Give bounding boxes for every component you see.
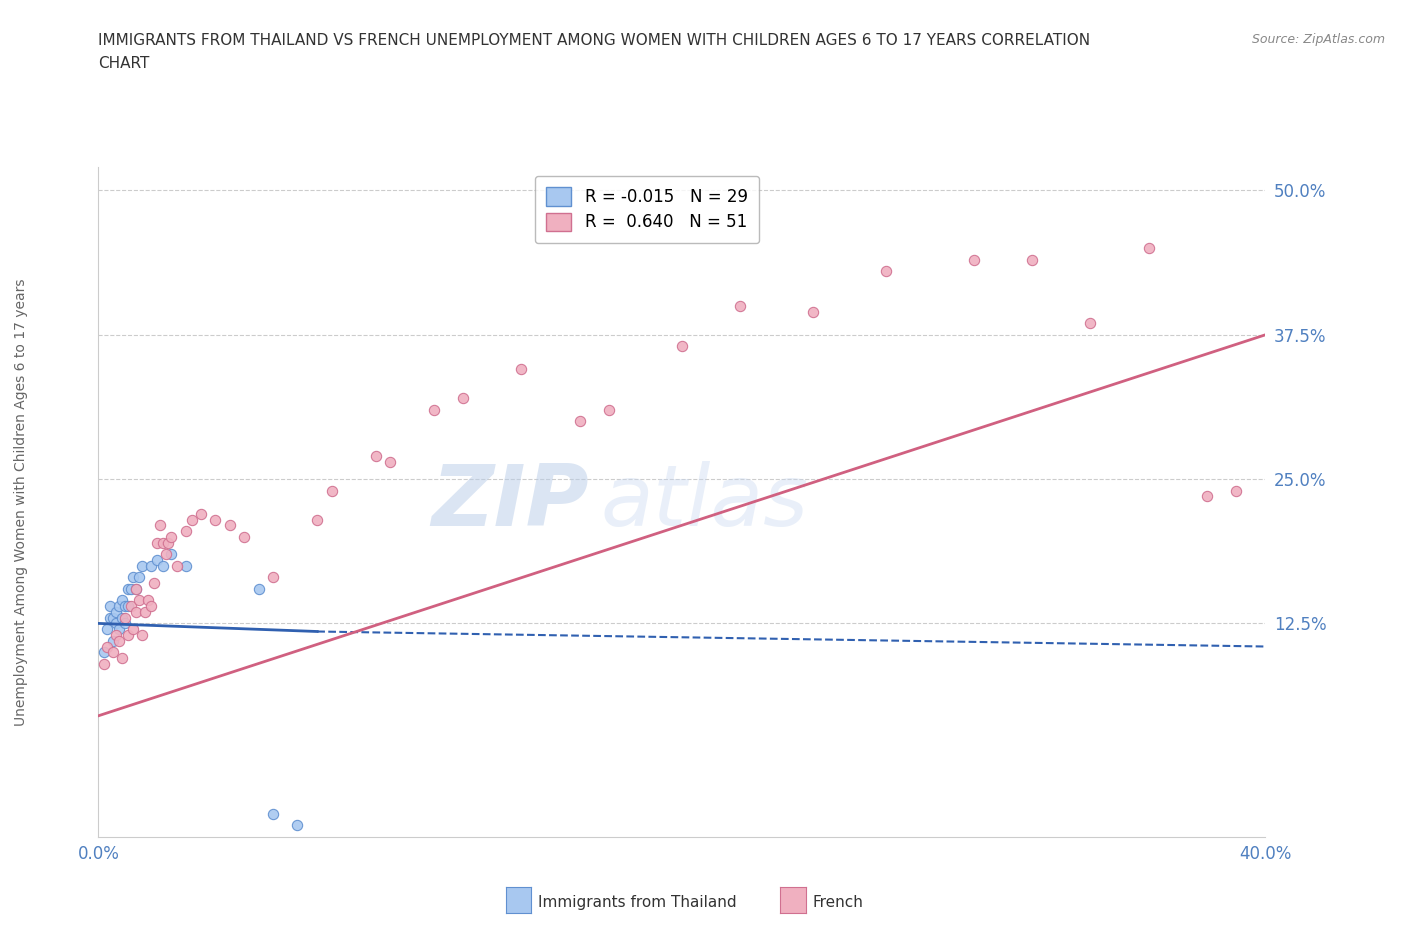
Point <box>307 512 329 527</box>
Text: ZIP: ZIP <box>430 460 589 544</box>
Point <box>152 535 174 550</box>
Point <box>962 252 984 267</box>
Point <box>190 506 212 521</box>
Point <box>671 339 693 353</box>
Point <box>285 818 308 833</box>
Point <box>111 593 134 608</box>
Text: French: French <box>813 895 863 910</box>
Point <box>146 552 169 567</box>
Point <box>451 391 474 405</box>
Point <box>233 529 256 544</box>
Point <box>120 581 142 596</box>
Point <box>152 558 174 573</box>
Point <box>128 593 150 608</box>
Point <box>125 604 148 619</box>
Point <box>160 529 183 544</box>
Text: CHART: CHART <box>98 56 150 71</box>
Point <box>122 570 145 585</box>
Point <box>101 610 124 625</box>
Text: Unemployment Among Women with Children Ages 6 to 17 years: Unemployment Among Women with Children A… <box>14 278 28 726</box>
Point <box>1195 489 1218 504</box>
Point <box>117 581 139 596</box>
Point <box>423 403 446 418</box>
Point <box>101 633 124 648</box>
Point <box>122 622 145 637</box>
Point <box>321 484 343 498</box>
Text: IMMIGRANTS FROM THAILAND VS FRENCH UNEMPLOYMENT AMONG WOMEN WITH CHILDREN AGES 6: IMMIGRANTS FROM THAILAND VS FRENCH UNEMP… <box>98 33 1091 47</box>
Point <box>1225 484 1247 498</box>
Point <box>93 644 115 659</box>
Point <box>125 581 148 596</box>
Point <box>1080 316 1102 331</box>
Point <box>262 806 284 821</box>
Point <box>131 628 153 643</box>
Point <box>104 604 127 619</box>
Point <box>114 610 136 625</box>
Point <box>134 604 156 619</box>
Point <box>166 558 188 573</box>
Point <box>98 599 121 614</box>
Point <box>96 639 118 654</box>
Point <box>218 518 240 533</box>
Point <box>510 362 533 377</box>
Point <box>728 299 751 313</box>
Point <box>155 547 177 562</box>
Point <box>120 599 142 614</box>
Point <box>1137 241 1160 256</box>
Point <box>174 558 197 573</box>
Point <box>262 570 284 585</box>
Point <box>125 581 148 596</box>
Point <box>142 576 165 591</box>
Point <box>801 304 824 319</box>
Point <box>598 403 620 418</box>
Point <box>204 512 226 527</box>
Point <box>875 264 897 279</box>
Text: Source: ZipAtlas.com: Source: ZipAtlas.com <box>1251 33 1385 46</box>
Point <box>117 628 139 643</box>
Point <box>149 518 172 533</box>
Point <box>139 599 162 614</box>
Point <box>180 512 202 527</box>
Point <box>157 535 180 550</box>
Point <box>108 622 131 637</box>
Point <box>247 581 270 596</box>
Point <box>146 535 169 550</box>
Point <box>111 610 134 625</box>
Point <box>114 616 136 631</box>
Point <box>114 599 136 614</box>
Point <box>101 644 124 659</box>
Point <box>93 657 115 671</box>
Point <box>98 610 121 625</box>
Legend: R = -0.015   N = 29, R =  0.640   N = 51: R = -0.015 N = 29, R = 0.640 N = 51 <box>534 176 759 243</box>
Point <box>117 599 139 614</box>
Point <box>108 633 131 648</box>
Point <box>136 593 159 608</box>
Point <box>104 616 127 631</box>
Point <box>1021 252 1043 267</box>
Point <box>104 628 127 643</box>
Point <box>96 622 118 637</box>
Text: Immigrants from Thailand: Immigrants from Thailand <box>538 895 737 910</box>
Point <box>160 547 183 562</box>
Point <box>364 448 387 463</box>
Point <box>128 570 150 585</box>
Point <box>131 558 153 573</box>
Point <box>568 414 591 429</box>
Text: atlas: atlas <box>600 460 808 544</box>
Point <box>139 558 162 573</box>
Point <box>378 455 402 470</box>
Point <box>174 524 197 538</box>
Point <box>108 599 131 614</box>
Point <box>111 651 134 666</box>
